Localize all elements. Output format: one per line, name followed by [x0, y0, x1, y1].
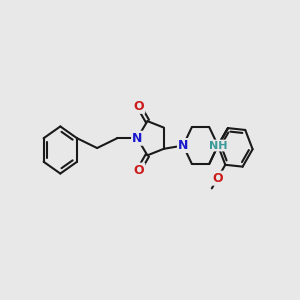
Text: N: N	[178, 139, 188, 152]
Text: O: O	[212, 172, 223, 185]
Text: O: O	[134, 100, 144, 113]
Text: NH: NH	[209, 140, 227, 151]
Text: O: O	[134, 164, 144, 177]
Text: N: N	[132, 132, 142, 145]
